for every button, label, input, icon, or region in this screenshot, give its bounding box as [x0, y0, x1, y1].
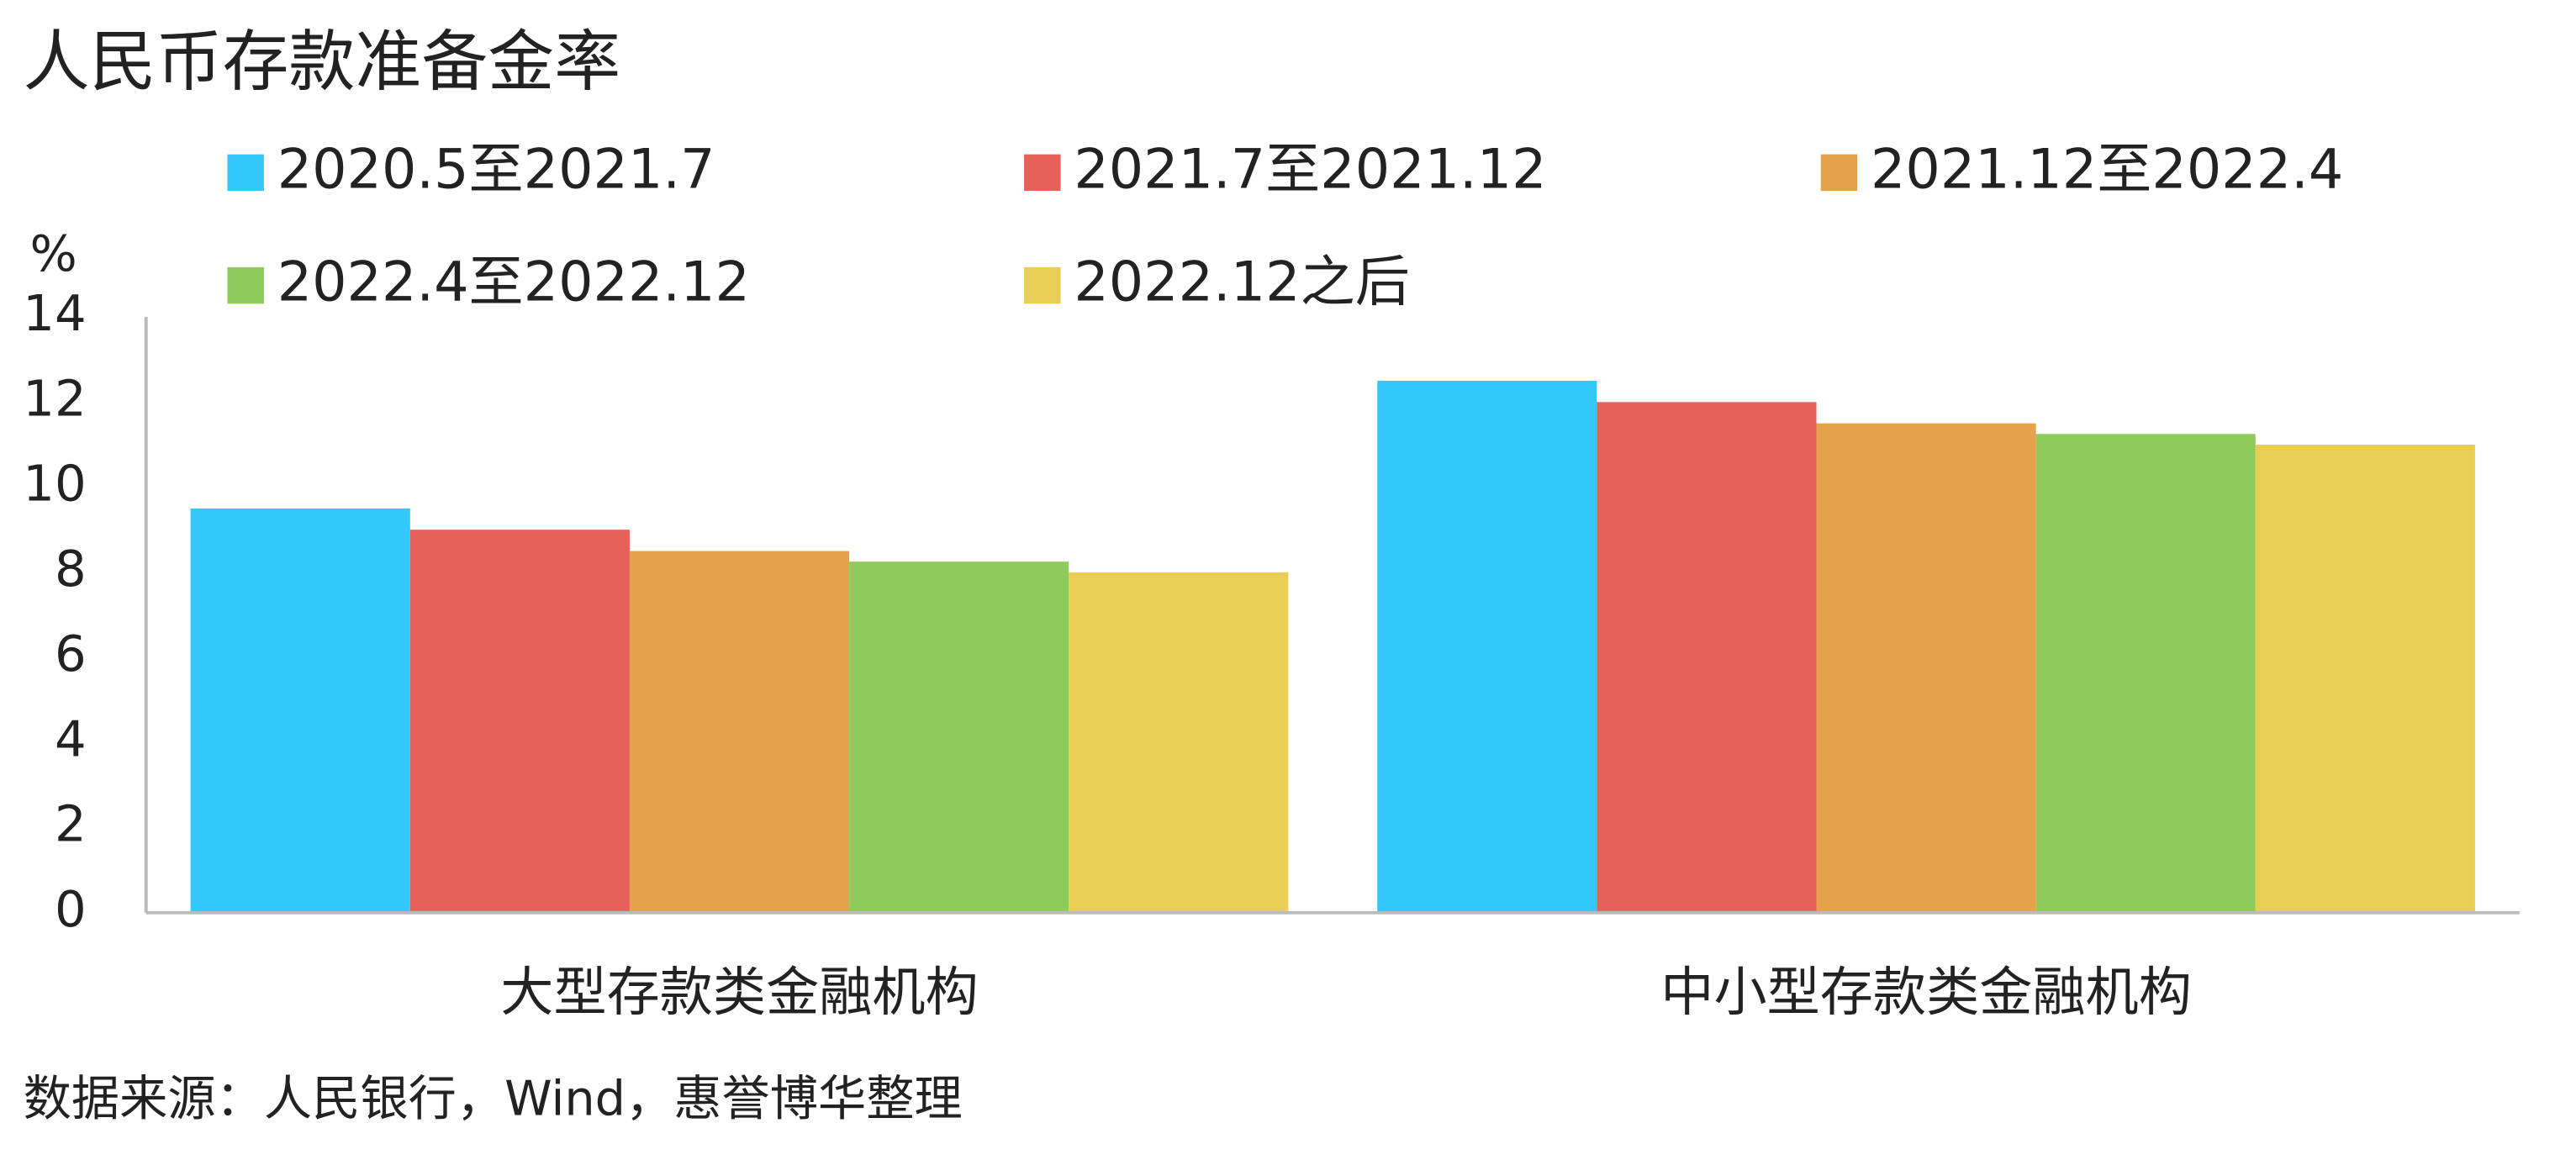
bar — [2255, 444, 2475, 913]
legend-swatch — [1024, 266, 1061, 304]
legend-label: 2022.12之后 — [1074, 251, 1410, 314]
x-tick-label: 中小型存款类金融机构 — [1660, 961, 2192, 1023]
legend-swatch — [227, 154, 264, 192]
y-tick-label: 8 — [55, 540, 87, 598]
bar — [409, 530, 630, 913]
y-tick-label: 6 — [55, 625, 87, 683]
y-axis-label: % — [30, 224, 77, 282]
y-tick-label: 0 — [55, 880, 87, 938]
bar — [1597, 402, 1817, 913]
bar — [1377, 381, 1597, 913]
legend-label: 2020.5至2021.7 — [277, 138, 715, 201]
bar — [2035, 434, 2256, 913]
bar — [629, 551, 850, 913]
y-tick-label: 2 — [55, 795, 87, 853]
y-tick-label: 10 — [23, 455, 86, 513]
bar — [849, 562, 1069, 913]
bar — [190, 508, 410, 913]
legend-label: 2021.7至2021.12 — [1074, 138, 1546, 201]
source-note: 数据来源：人民银行，Wind，惠誉博华整理 — [24, 1071, 963, 1127]
legend-swatch — [1024, 154, 1061, 192]
chart-title: 人民币存款准备金率 — [24, 23, 621, 100]
legend-label: 2022.4至2022.12 — [277, 251, 750, 314]
y-tick-label: 12 — [23, 369, 86, 427]
y-tick-label: 4 — [55, 709, 87, 767]
y-tick-label: 14 — [23, 284, 86, 342]
legend-swatch — [227, 266, 264, 304]
bar — [1069, 572, 1289, 913]
x-tick-label: 大型存款类金融机构 — [500, 961, 978, 1023]
legend-swatch — [1820, 154, 1858, 192]
legend-label: 2021.12至2022.4 — [1871, 138, 2343, 201]
bar — [1816, 423, 2036, 913]
